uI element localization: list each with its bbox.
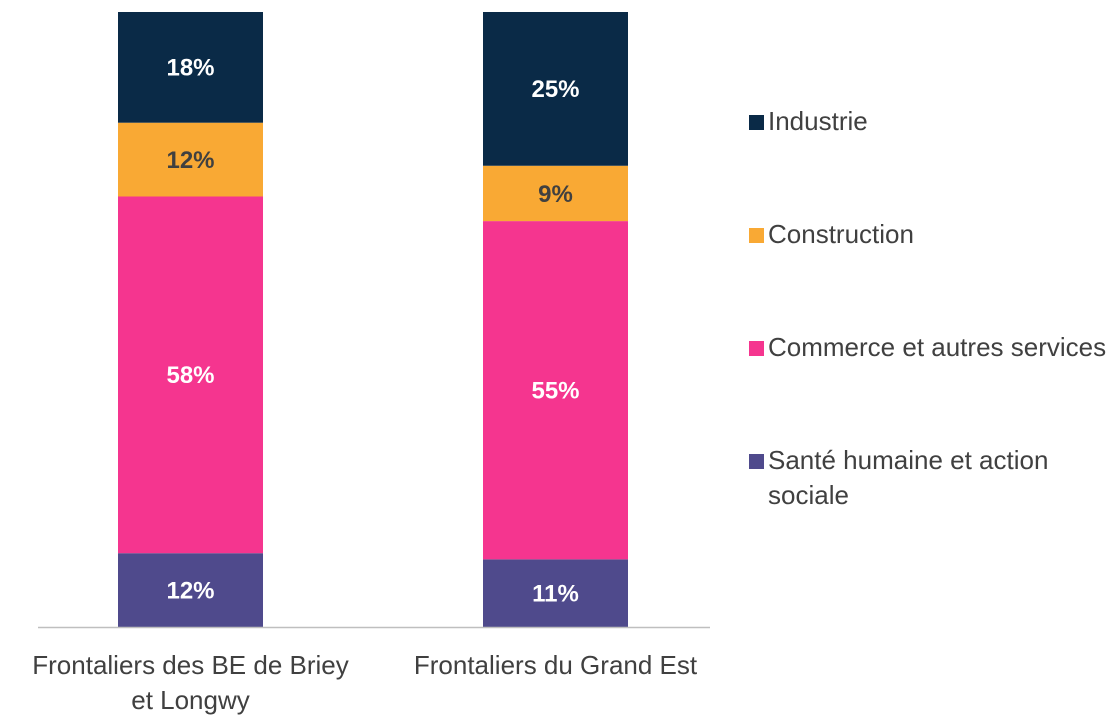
legend-label: Construction [768,219,914,249]
data-label: 58% [166,362,214,389]
data-label: 55% [531,378,579,405]
legend-swatch [749,228,764,243]
bar-segment [483,221,628,560]
legend-label: Santé humaine et action sociale [768,445,1049,510]
legend-label: Industrie [768,106,868,136]
bar-segment [483,559,628,627]
bar-segment [483,12,628,166]
x-tick-label: Frontaliers des BE de Briey et Longwy [32,650,349,715]
bar-segment [118,196,263,554]
bar-segment [483,165,628,222]
data-label: 12% [166,147,214,174]
bar-segment [118,553,263,627]
legend-swatch [749,115,764,130]
data-label: 9% [538,181,573,208]
bar-segment [118,12,263,123]
data-label: 12% [166,577,214,604]
bar-segment [118,122,263,197]
legend-swatch [749,341,764,356]
data-label: 11% [532,581,579,608]
x-tick-label: Frontaliers du Grand Est [413,650,698,680]
legend-swatch [749,454,764,469]
data-label: 18% [166,55,214,82]
legend-label: Commerce et autres services [768,332,1107,362]
data-label: 25% [531,76,579,103]
